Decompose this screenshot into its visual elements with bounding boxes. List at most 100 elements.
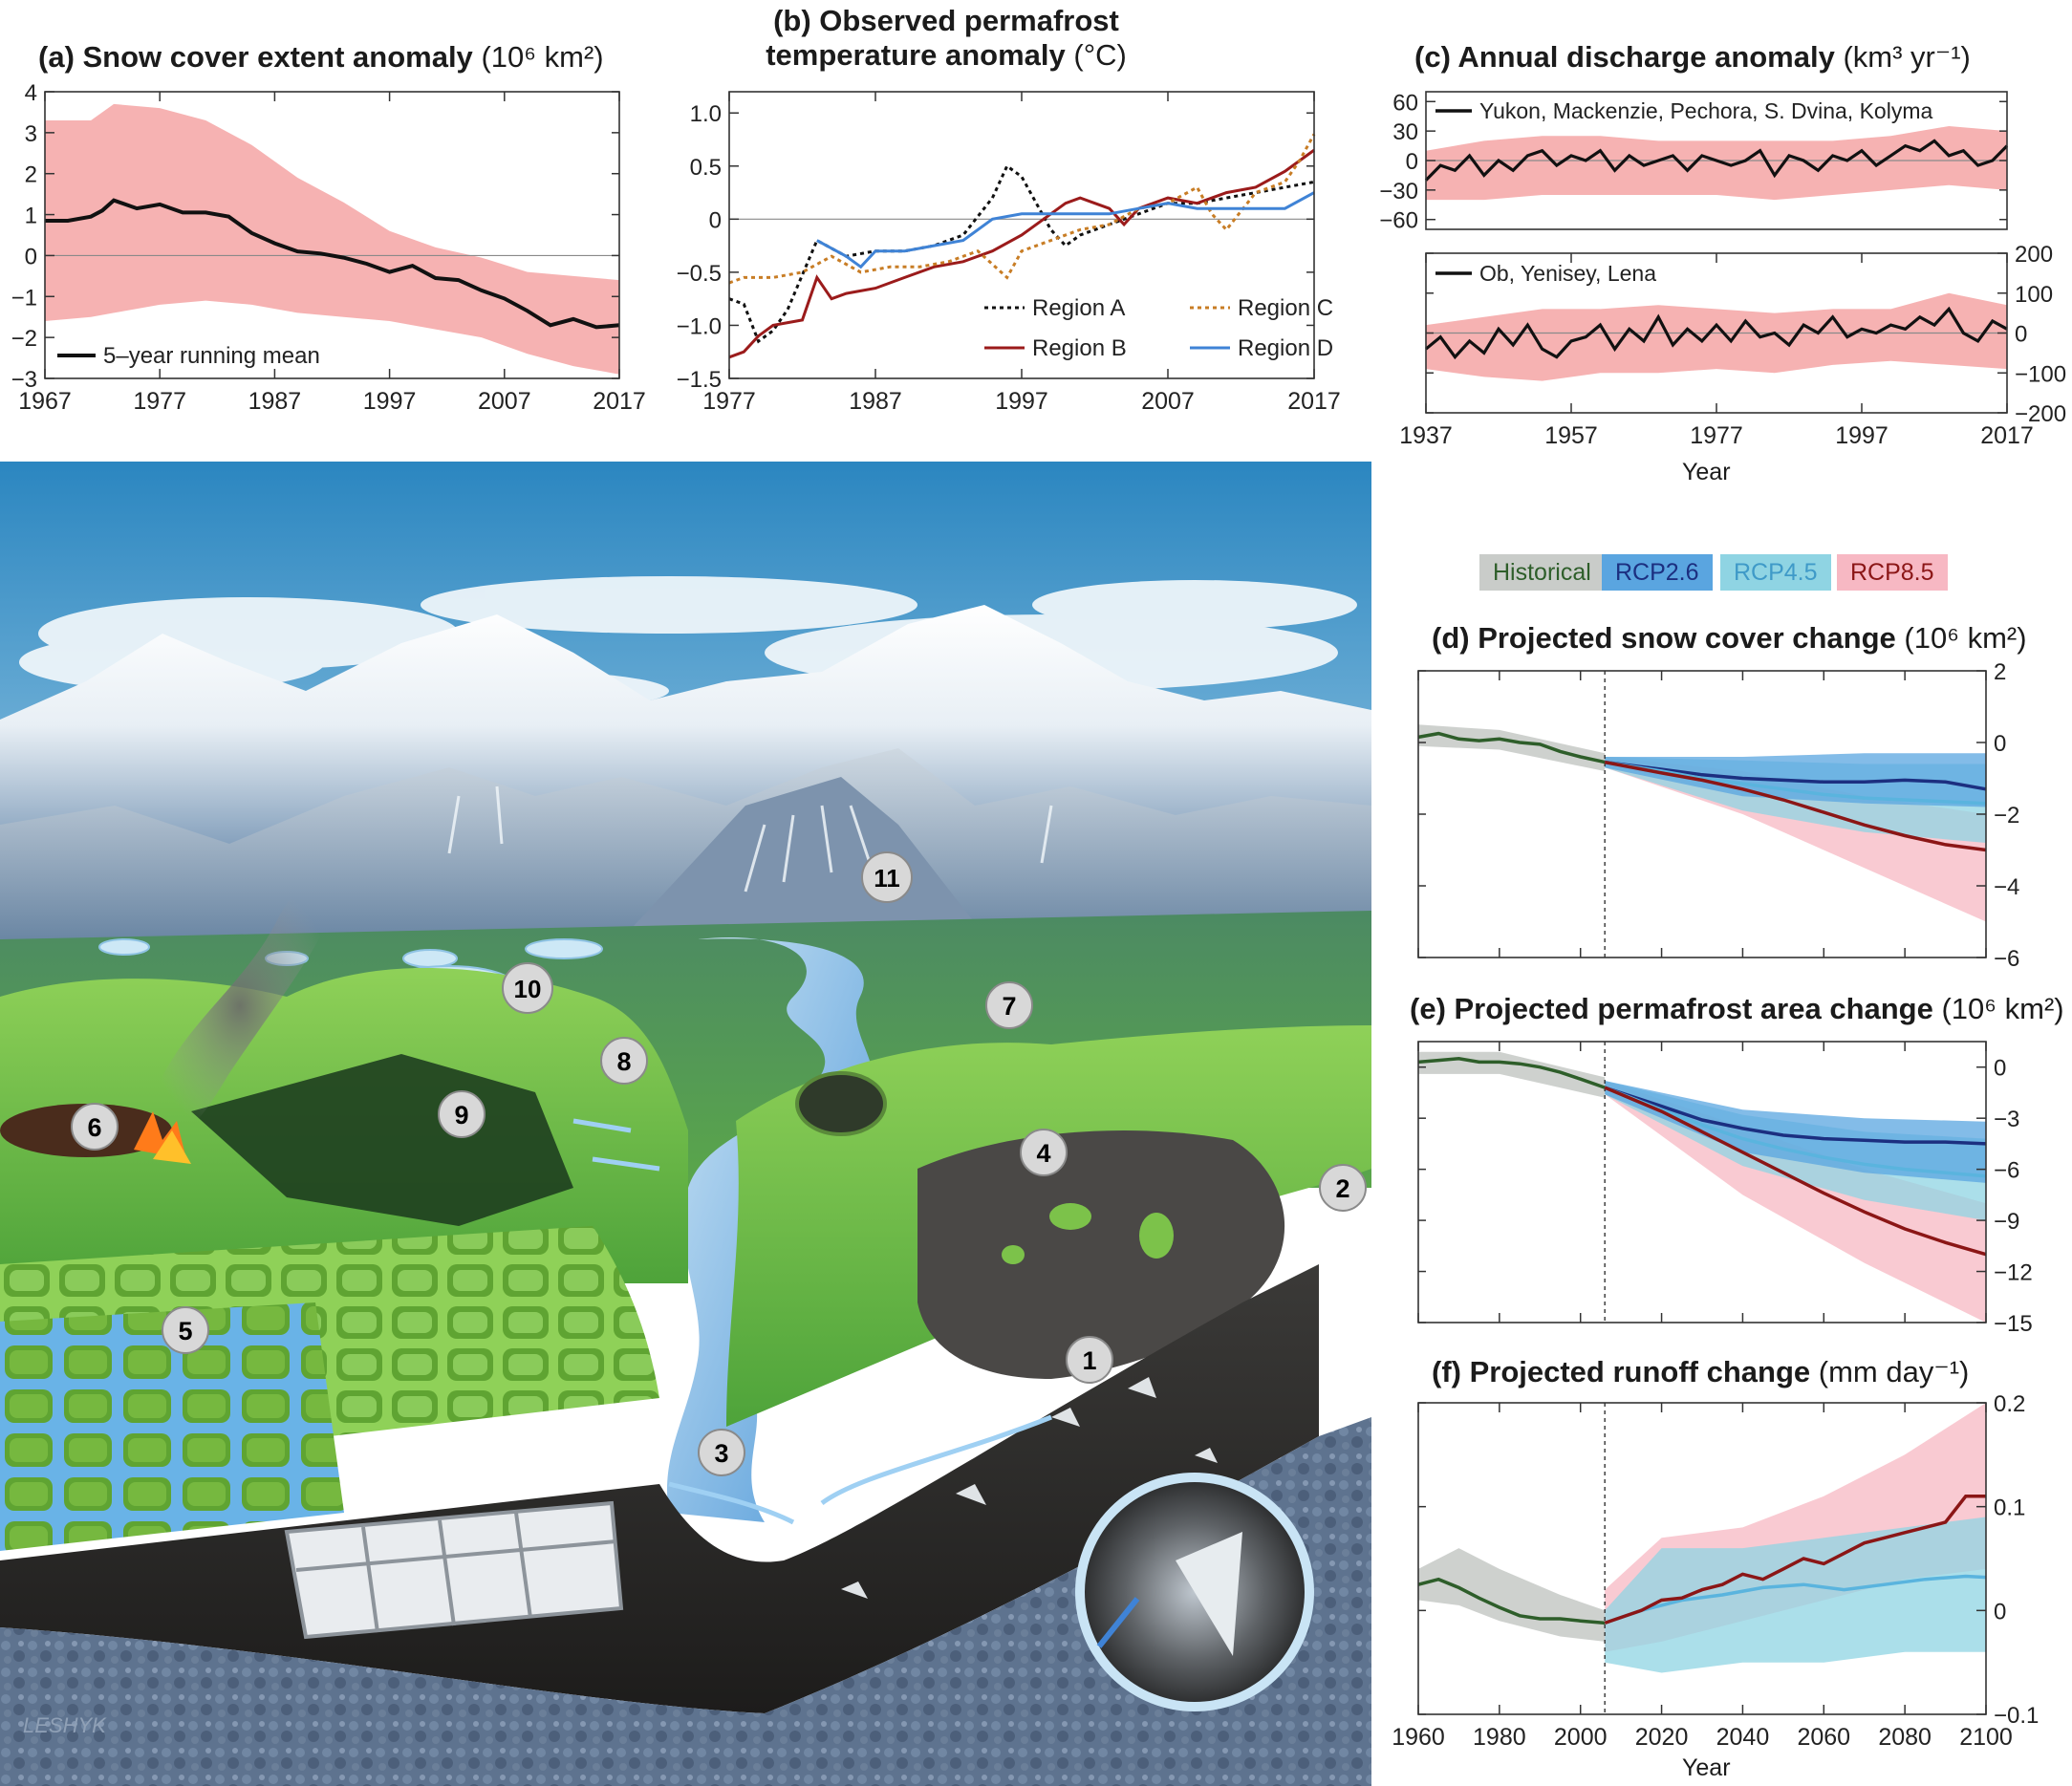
d-ytick-label: −2 — [1994, 803, 2019, 828]
f-band-rcp45 — [1605, 1517, 1986, 1673]
panel-b-title: (b) Observed permafrost temperature anom… — [736, 4, 1156, 73]
marker-9-label: 9 — [454, 1101, 468, 1130]
panel-a-title-text: (a) Snow cover extent anomaly — [38, 40, 473, 74]
marker-4: 4 — [1020, 1129, 1068, 1176]
b-xtick-label: 1977 — [702, 388, 756, 415]
inset-melt-arrow — [1096, 1597, 1140, 1648]
ice-wedge-lines — [295, 1512, 617, 1633]
b-series-line-region-d — [816, 191, 1315, 269]
d-series-line-rcp26 — [1604, 760, 1987, 791]
marker-9: 9 — [438, 1090, 486, 1138]
d-series-line-rcp85 — [1604, 760, 1987, 852]
e-ytick-label: −15 — [1994, 1311, 2033, 1337]
e-series-line-rcp85 — [1604, 1086, 1987, 1257]
marker-10-label: 10 — [514, 975, 542, 1003]
f-xtick-label: 2020 — [1635, 1724, 1689, 1751]
e-series-line-rcp26 — [1604, 1086, 1987, 1146]
a-uncertainty-band — [45, 103, 619, 375]
legend-historical: Historical — [1479, 554, 1605, 591]
bedrock — [0, 1417, 1371, 1786]
panel-b-unit: (°C) — [1073, 38, 1127, 72]
d-series-line-historical — [1417, 731, 1606, 764]
b-legend-label-region-a: Region A — [1032, 295, 1125, 321]
b-ytick-label: −1.5 — [677, 367, 722, 393]
panel-b-title-line2: temperature anomaly — [766, 38, 1066, 72]
marker-10: 10 — [502, 962, 553, 1014]
c-bottom-xtick-label: 2017 — [1980, 422, 2034, 449]
c-top-ytick-label: −60 — [1379, 208, 1418, 234]
a-ytick-label: 3 — [25, 121, 37, 147]
slump-vegetation — [1002, 1203, 1174, 1264]
c-top-ytick-label: 30 — [1392, 119, 1418, 145]
b-series-line-region-c — [728, 133, 1316, 285]
b-legend-label-region-b: Region B — [1032, 335, 1127, 361]
wildfire-smoke — [143, 875, 336, 1137]
legend-rcp85-label: RCP8.5 — [1850, 559, 1934, 586]
marker-6-label: 6 — [87, 1113, 101, 1142]
a-ytick-label: −1 — [11, 285, 37, 311]
c-bottom-band — [1426, 292, 2007, 381]
c-bottom-ytick-label: −200 — [2015, 401, 2066, 427]
f-ytick-label: 0.1 — [1994, 1496, 2025, 1521]
marker-2: 2 — [1319, 1164, 1367, 1212]
d-series-line-rcp45 — [1604, 760, 1987, 806]
legend-rcp26-label: RCP2.6 — [1615, 559, 1699, 586]
b-ytick-label: −1.0 — [677, 313, 722, 339]
projected-snow-cover-chart: −6 −4 −2 0 2 — [1417, 659, 2019, 972]
marker-8: 8 — [600, 1037, 648, 1085]
c-bottom-xtick-label: 1977 — [1690, 422, 1743, 449]
projected-permafrost-chart: −15 −12 −9 −6 −3 0 — [1417, 1041, 2033, 1337]
legend-historical-label: Historical — [1493, 559, 1591, 586]
c-top-band — [1426, 126, 2007, 201]
d-band-historical — [1418, 724, 1606, 771]
c-bottom-xtick-label: 1997 — [1835, 422, 1889, 449]
fire-flames — [134, 1111, 191, 1164]
c-top-ytick-label: 60 — [1392, 90, 1418, 116]
a-xtick-label: 1987 — [248, 388, 302, 415]
a-xtick-label: 1997 — [363, 388, 417, 415]
marker-8-label: 8 — [616, 1047, 631, 1076]
polygon-ponds — [0, 1302, 344, 1551]
snow-cover-extent-chart: −3 −2 −1 0 1 2 3 4 1967 1977 1987 1997 2007 2017 5–yea… — [11, 80, 646, 415]
c-bottom-legend-label: Ob, Yenisey, Lena — [1479, 261, 1656, 286]
f-ytick-label: −0.1 — [1994, 1703, 2039, 1729]
c-bottom-series-line — [1424, 306, 2008, 360]
inset-ice-wedge — [1176, 1532, 1242, 1656]
c-bottom-ytick-label: 100 — [2015, 282, 2053, 308]
e-ytick-label: −3 — [1994, 1107, 2019, 1132]
f-plot-frame — [1417, 1402, 1987, 1715]
f-xtick-label: 1980 — [1473, 1724, 1526, 1751]
panel-c-title: (c) Annual discharge anomaly (km³ yr⁻¹) — [1414, 40, 1971, 75]
annual-discharge-chart: −60 −30 0 30 60 Yukon, Mackenzie, Pechora, S.… — [1379, 90, 2066, 449]
marker-2-label: 2 — [1335, 1174, 1349, 1203]
e-plot-frame — [1417, 1041, 1987, 1323]
a-plot-frame — [44, 91, 620, 379]
b-xtick-label: 1997 — [995, 388, 1048, 415]
d-band-rcp85 — [1605, 757, 1986, 922]
d-ytick-label: 2 — [1994, 659, 2006, 685]
f-ytick-label: 0 — [1994, 1599, 2006, 1625]
flow-arrows — [572, 1118, 1052, 1525]
panel-e-title: (e) Projected permafrost area change (10… — [1410, 992, 2064, 1026]
projected-runoff-chart: −0.1 0 0.1 0.2 1960 1980 2000 2020 2040 2060 2080 2… — [1392, 1393, 2039, 1751]
panel-d-title: (d) Projected snow cover change (10⁶ km²… — [1432, 621, 2027, 656]
e-ytick-label: −12 — [1994, 1260, 2033, 1286]
marker-1: 1 — [1066, 1336, 1113, 1384]
a-ytick-label: 0 — [25, 244, 37, 269]
f-series-line-rcp45 — [1604, 1574, 1987, 1625]
c-top-ytick-label: −30 — [1379, 179, 1418, 204]
legend-rcp26: RCP2.6 — [1602, 554, 1713, 591]
ground-ice-lenses — [841, 1377, 1218, 1599]
marker-5: 5 — [162, 1306, 209, 1354]
c-top-series-line — [1424, 139, 2009, 182]
panel-a-unit: (10⁶ km²) — [481, 40, 604, 74]
f-xtick-label: 2000 — [1554, 1724, 1608, 1751]
b-legend-label-region-c: Region C — [1238, 295, 1333, 321]
a-xtick-label: 2007 — [478, 388, 531, 415]
thermokarst-pond — [795, 1071, 887, 1136]
c-bottom-xtick-label: 1937 — [1399, 422, 1453, 449]
c-bottom-ytick-label: −100 — [2015, 361, 2066, 387]
b-ytick-label: −0.5 — [677, 261, 722, 287]
a-ytick-label: 1 — [25, 204, 37, 229]
f-series-line-historical — [1417, 1577, 1606, 1625]
